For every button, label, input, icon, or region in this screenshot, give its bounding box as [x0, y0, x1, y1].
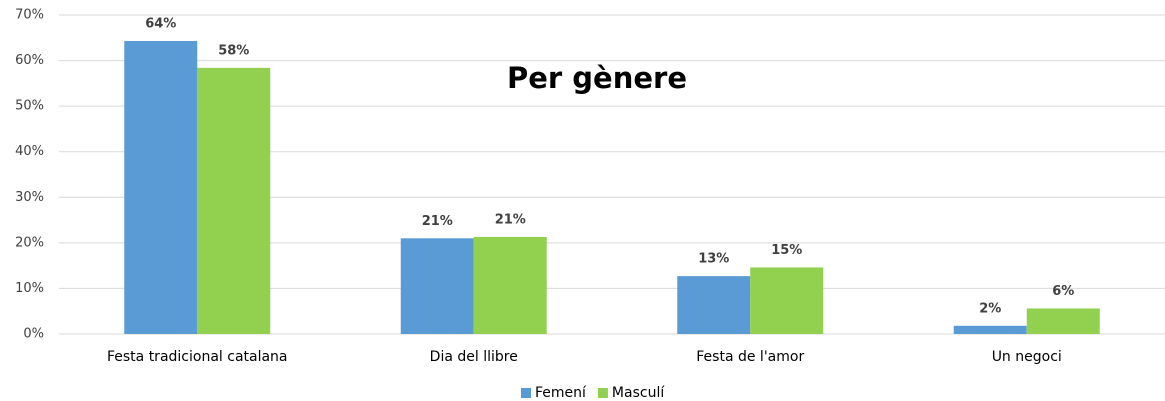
bar — [400, 238, 474, 334]
legend-swatch — [521, 388, 531, 398]
bar — [124, 40, 198, 335]
legend-label: Femení — [535, 385, 587, 401]
data-label: 2% — [979, 301, 1001, 316]
bar — [473, 236, 547, 334]
y-tick-label: 30% — [15, 190, 44, 205]
y-tick-label: 20% — [15, 235, 44, 250]
y-tick-label: 10% — [15, 281, 44, 296]
legend-swatch — [597, 388, 608, 398]
y-tick-label: 0% — [23, 327, 44, 342]
x-tick-label: Dia del llibre — [430, 349, 518, 365]
bar — [953, 325, 1027, 334]
data-label: 64% — [145, 16, 176, 31]
bar — [750, 267, 824, 334]
legend-label: Masculí — [612, 385, 665, 401]
data-label: 21% — [422, 214, 453, 229]
data-label: 6% — [1052, 284, 1074, 299]
data-label: 15% — [771, 243, 802, 258]
y-tick-label: 40% — [15, 144, 44, 159]
data-label: 58% — [218, 43, 249, 58]
x-tick-label: Festa de l'amor — [696, 349, 804, 365]
y-tick-label: 50% — [15, 99, 44, 114]
bar — [677, 276, 751, 334]
bar — [197, 67, 271, 334]
bar — [1026, 308, 1100, 334]
y-tick-label: 70% — [15, 8, 44, 23]
x-tick-label: Festa tradicional catalana — [107, 349, 288, 365]
y-tick-label: 60% — [15, 53, 44, 68]
data-label: 13% — [698, 252, 729, 267]
x-tick-label: Un negoci — [992, 349, 1062, 365]
chart-title: Per gènere — [507, 61, 687, 95]
data-label: 21% — [495, 212, 526, 227]
